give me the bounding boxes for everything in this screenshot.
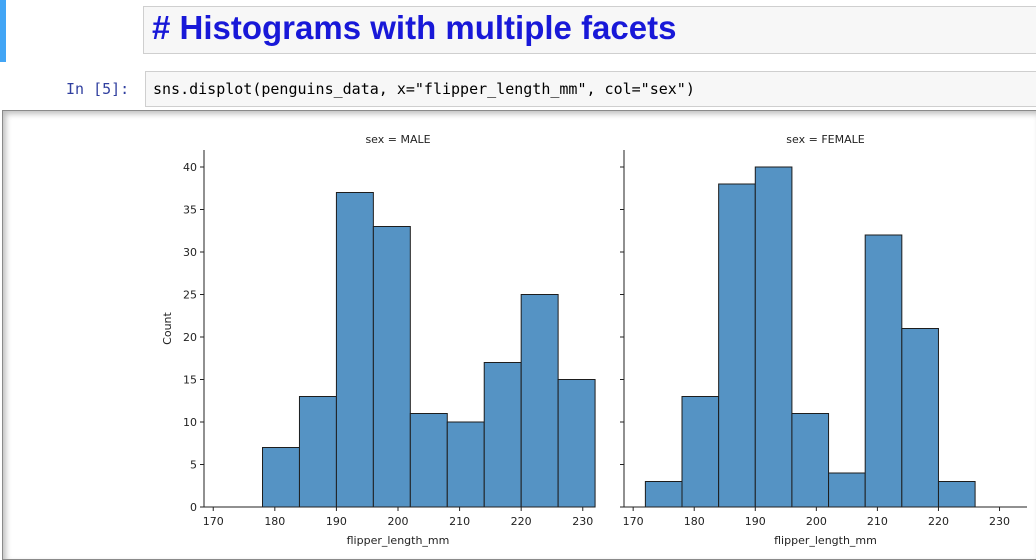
histogram-bar <box>937 481 976 508</box>
x-axis-label: flipper_length_mm <box>774 534 877 547</box>
x-tick-label: 230 <box>989 515 1010 528</box>
histogram-bar <box>754 166 793 508</box>
histogram-bar <box>864 234 903 508</box>
y-tick-label: 30 <box>183 246 197 259</box>
y-tick-label: 15 <box>183 374 197 387</box>
x-tick-label: 190 <box>326 515 347 528</box>
x-tick-label: 170 <box>623 515 644 528</box>
y-tick-label: 10 <box>183 416 197 429</box>
x-tick-label: 210 <box>867 515 888 528</box>
histogram-bar <box>335 192 374 508</box>
histogram-bar <box>644 481 683 508</box>
histogram-bar <box>372 226 411 508</box>
histogram-bar <box>901 328 939 508</box>
x-tick-label: 230 <box>572 515 593 528</box>
histogram-bar <box>298 396 337 508</box>
histogram-bar <box>446 421 485 508</box>
facet-male: 0 5 10 15 20 25 30 35 40 170 180 190 200 210 220 230 sex… <box>161 133 596 547</box>
x-tick-label: 200 <box>388 515 409 528</box>
facet-female: 170 180 190 200 210 220 230 sex = FEMALE flipper… <box>620 133 1027 547</box>
y-tick-label: 35 <box>183 204 197 217</box>
y-tick-label: 0 <box>190 501 197 514</box>
histogram-bar <box>520 294 559 508</box>
histogram-bar <box>791 413 830 508</box>
y-tick-label: 5 <box>190 459 197 472</box>
y-tick-label: 40 <box>183 161 197 174</box>
x-tick-label: 220 <box>928 515 949 528</box>
cell-selection-bar <box>0 0 6 62</box>
x-tick-label: 170 <box>203 515 224 528</box>
x-tick-label: 210 <box>449 515 470 528</box>
input-prompt: In [5]: <box>66 80 130 98</box>
histogram-bar <box>557 379 596 508</box>
histogram-bar <box>828 472 866 508</box>
x-tick-label: 180 <box>684 515 705 528</box>
y-tick-label: 25 <box>183 289 197 302</box>
histogram-bar <box>409 413 448 508</box>
histogram-bar <box>681 396 720 508</box>
facet-title: sex = MALE <box>365 133 430 146</box>
x-tick-label: 220 <box>511 515 532 528</box>
y-axis-label: Count <box>161 311 174 344</box>
x-tick-label: 200 <box>806 515 827 528</box>
markdown-editor[interactable] <box>143 6 1036 54</box>
x-axis-label: flipper_length_mm <box>347 534 450 547</box>
y-tick-label: 20 <box>183 331 197 344</box>
markdown-cell[interactable]: # Histograms with multiple facets <box>0 0 1036 62</box>
code-editor[interactable] <box>145 71 1036 107</box>
code-line: sns.displot(penguins_data, x="flipper_le… <box>153 80 695 98</box>
histogram-bar <box>262 447 300 508</box>
x-tick-label: 190 <box>745 515 766 528</box>
histogram-bar <box>718 183 756 508</box>
x-tick-label: 180 <box>264 515 285 528</box>
histogram-bar <box>483 362 522 508</box>
markdown-heading: # Histograms with multiple facets <box>152 9 677 46</box>
facet-title: sex = FEMALE <box>786 133 864 146</box>
